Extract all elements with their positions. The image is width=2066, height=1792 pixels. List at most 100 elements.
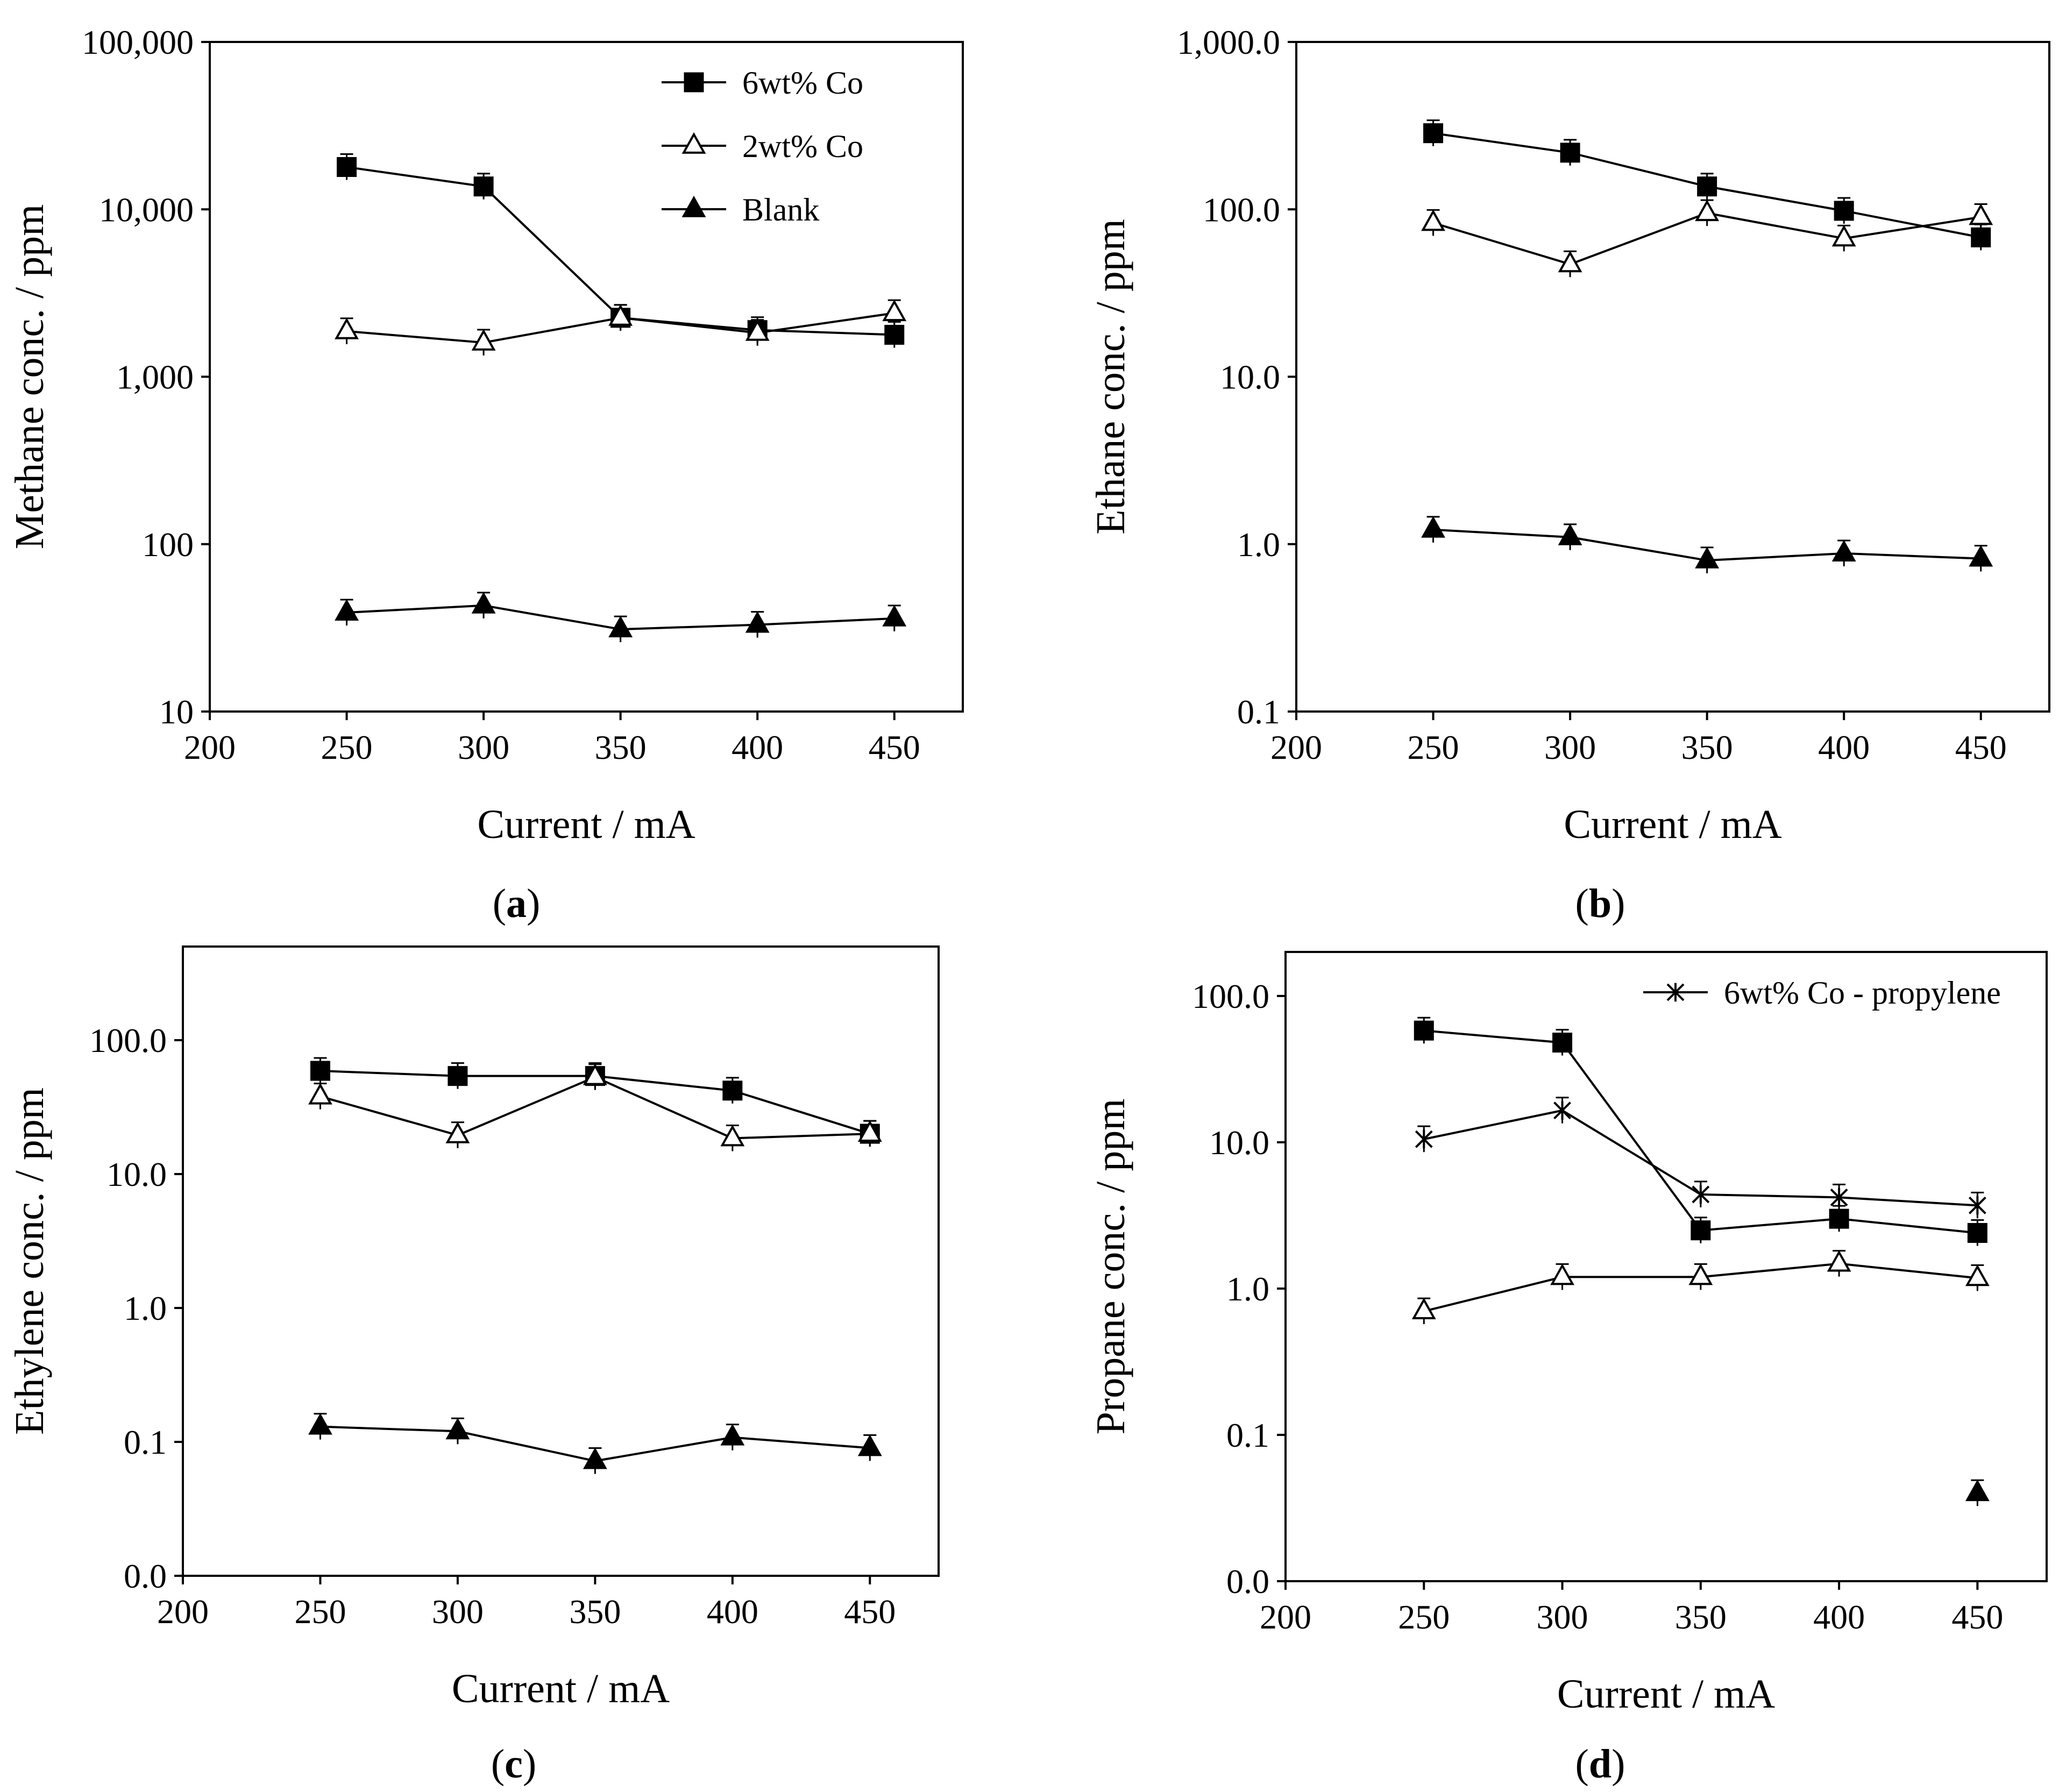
caption-paren-open: ( <box>1575 881 1589 926</box>
data-point <box>720 1424 745 1446</box>
y-tick-label: 0.1 <box>1226 1416 1269 1454</box>
x-tick-label: 350 <box>1681 728 1733 766</box>
chart-panel-d: 200 250 300 350 400 450 0.0 0.1 1.0 10.0 100.0 Curr… <box>1088 951 2048 1787</box>
y-tick-label: 1,000 <box>116 358 194 396</box>
caption-paren-open: ( <box>493 881 506 926</box>
data-point <box>1415 1129 1433 1149</box>
series-blank <box>1421 516 1993 573</box>
caption-paren-close: ) <box>523 1741 536 1787</box>
data-point <box>882 605 907 627</box>
x-tick-label: 300 <box>1544 728 1596 766</box>
data-point <box>884 325 905 345</box>
series-6wt-co <box>1423 119 1991 251</box>
data-point <box>310 1061 330 1081</box>
x-tick-label: 250 <box>1408 728 1459 766</box>
data-point <box>1834 201 1854 221</box>
data-point <box>1971 227 1991 247</box>
x-tick-label: 450 <box>1955 728 2007 766</box>
x-tick-label: 400 <box>707 1592 758 1631</box>
caption-letter: d <box>1589 1741 1611 1787</box>
data-point <box>1831 539 1856 561</box>
data-point <box>1968 1196 1986 1215</box>
caption-letter: a <box>506 881 527 926</box>
series-blank <box>308 1413 882 1474</box>
y-tick-label: 100.0 <box>1203 190 1280 229</box>
data-point <box>1695 546 1720 568</box>
legend-marker <box>681 132 706 154</box>
caption-paren-open: ( <box>1575 1741 1589 1787</box>
plot-frame <box>1295 41 2050 713</box>
x-axis-title: Current / mA <box>452 1666 670 1711</box>
legend: 6wt% Co 2wt% Co Blank <box>662 65 863 227</box>
y-tick-label: 0.0 <box>1226 1562 1269 1601</box>
data-point <box>445 1121 470 1143</box>
data-point <box>471 592 496 614</box>
panel-caption: (a) <box>493 881 541 926</box>
data-point <box>1830 1188 1848 1207</box>
panel-caption: (b) <box>1575 881 1625 926</box>
data-point <box>1965 1480 1990 1502</box>
y-tick-label: 1.0 <box>1237 525 1280 564</box>
data-point <box>473 176 494 197</box>
y-tick-label: 0.1 <box>124 1423 167 1461</box>
x-tick-label: 350 <box>1675 1598 1727 1636</box>
x-tick-label: 400 <box>1813 1598 1865 1636</box>
series-6wt-co-propylene <box>1415 1097 1986 1219</box>
data-point <box>335 599 359 621</box>
data-point <box>1411 1297 1436 1320</box>
series-2wt-co <box>1421 199 1993 278</box>
data-point <box>608 615 633 637</box>
y-axis-title: Propane conc. / ppm <box>1088 1099 1133 1435</box>
y-tick-label: 10.0 <box>107 1155 167 1193</box>
y-tick-label: 10 <box>159 693 194 731</box>
x-tick-label: 350 <box>595 728 647 766</box>
data-point <box>1965 1264 1990 1286</box>
data-point <box>1969 203 1993 225</box>
data-point <box>722 1080 743 1101</box>
legend-marker <box>684 72 704 93</box>
x-tick-label: 250 <box>294 1592 346 1631</box>
x-tick-label: 300 <box>432 1592 484 1631</box>
data-point <box>608 304 633 326</box>
caption-letter: c <box>505 1741 523 1787</box>
x-tick-label: 450 <box>844 1592 896 1631</box>
x-tick-label: 450 <box>1951 1598 2003 1636</box>
data-point <box>1967 1223 1987 1243</box>
x-tick-label: 300 <box>1537 1598 1588 1636</box>
data-point <box>1692 1185 1710 1204</box>
data-point <box>335 317 359 339</box>
data-point <box>1560 143 1580 163</box>
legend-label: 2wt% Co <box>742 129 863 164</box>
x-tick-label: 250 <box>321 728 373 766</box>
x-axis-title: Current / mA <box>477 802 695 847</box>
data-point <box>1695 200 1720 222</box>
y-tick-label: 0.1 <box>1237 693 1280 731</box>
plot-frame <box>1284 951 2048 1582</box>
data-point <box>1827 1250 1851 1272</box>
y-tick-label: 100.0 <box>1192 977 1269 1015</box>
data-point <box>1414 1020 1434 1041</box>
y-axis-title: Methane conc. / ppm <box>7 204 52 550</box>
data-point <box>308 1083 332 1105</box>
series-blank <box>335 592 907 643</box>
y-tick-label: 10.0 <box>1220 358 1280 396</box>
y-tick-label: 1.0 <box>1226 1270 1269 1308</box>
y-tick-label: 1.0 <box>124 1289 167 1327</box>
panel-caption: (d) <box>1575 1741 1625 1787</box>
y-axis-title: Ethane conc. / ppm <box>1088 219 1133 535</box>
legend-marker <box>1666 983 1685 1002</box>
caption-paren-close: ) <box>1611 881 1625 926</box>
data-point <box>857 1434 882 1456</box>
x-tick-label: 250 <box>1398 1598 1450 1636</box>
data-point <box>1829 1208 1849 1229</box>
x-tick-label: 200 <box>1270 728 1322 766</box>
caption-paren-open: ( <box>491 1741 505 1787</box>
caption-letter: b <box>1589 881 1611 926</box>
data-point <box>745 319 770 341</box>
data-point <box>882 299 907 322</box>
data-point <box>745 611 770 633</box>
x-tick-label: 400 <box>1818 728 1870 766</box>
x-tick-label: 200 <box>157 1592 209 1631</box>
series-blank <box>1965 1479 1990 1506</box>
y-tick-label: 10,000 <box>99 190 194 229</box>
